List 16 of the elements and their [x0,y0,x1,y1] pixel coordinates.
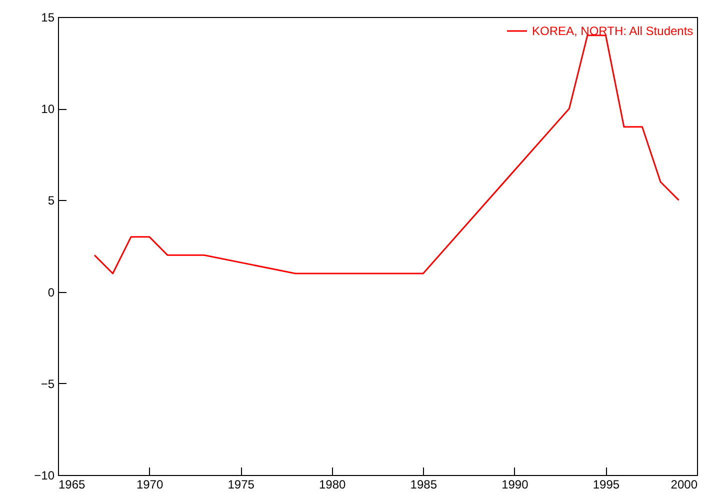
legend-label: KOREA, NORTH: All Students [532,24,694,38]
y-tick-label: 5 [48,194,55,208]
x-tick-label: 1980 [319,478,346,492]
x-tick-label: 2000 [670,478,698,492]
x-tick-label: 1970 [136,478,164,492]
x-tick-label: 1990 [502,478,529,492]
y-tick-label: 0 [48,285,55,300]
y-tick-label: 15 [41,10,55,24]
y-tick-label: −10 [34,468,55,482]
x-tick-label: 1975 [228,478,255,492]
y-tick-label: 10 [41,102,55,116]
y-tick-label: −5 [40,376,55,391]
x-tick-label: 1965 [58,478,86,492]
x-tick-label: 1995 [592,478,620,492]
x-tick-label: 1985 [410,478,438,492]
line-series [94,34,680,274]
